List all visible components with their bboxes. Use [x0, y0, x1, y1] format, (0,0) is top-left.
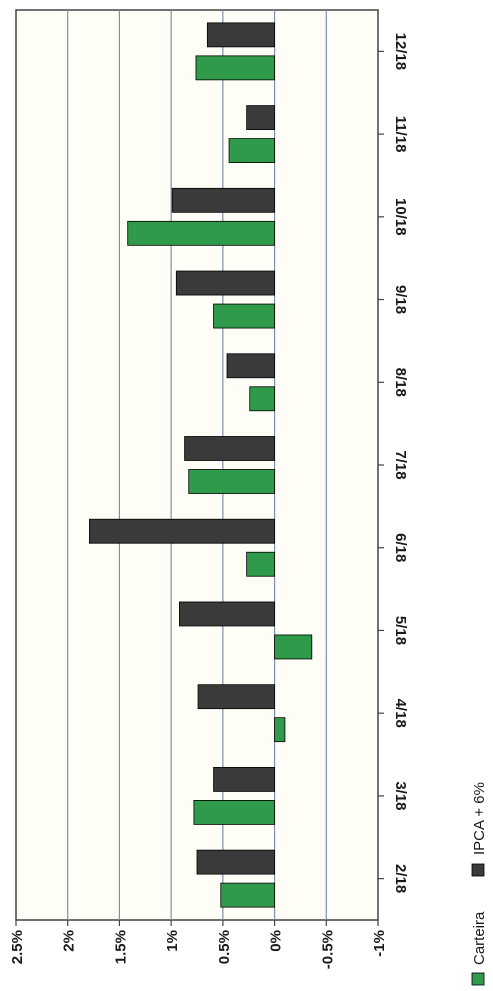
bar-ipca-6-2-18 — [196, 849, 275, 875]
category-tick-label: 5/18 — [392, 616, 409, 645]
bar-carteira-4-18 — [274, 717, 286, 743]
legend-item-carteira: Carteira — [471, 911, 488, 986]
bar-carteira-11-18 — [228, 138, 275, 163]
bar-carteira-5-18 — [274, 634, 313, 660]
category-tick-label: 2/18 — [392, 864, 409, 893]
value-tick-label: 1.5% — [112, 930, 129, 964]
bar-carteira-6-18 — [246, 551, 275, 577]
value-tick-label: -0.5% — [319, 930, 336, 969]
bar-ipca-6-3-18 — [213, 767, 275, 792]
plot-area — [15, 9, 379, 921]
value-tick-label: 2.5% — [9, 930, 26, 964]
value-tick-label: 2% — [61, 930, 78, 952]
bar-carteira-9-18 — [213, 303, 275, 329]
bar-ipca-6-10-18 — [171, 187, 275, 213]
category-tick-label: 3/18 — [392, 781, 409, 810]
bar-ipca-6-6-18 — [89, 518, 275, 544]
legend-label-ipca: IPCA + 6% — [471, 782, 488, 855]
bar-carteira-12-18 — [195, 55, 275, 81]
category-ticks: 2/18 3/18 4/18 5/18 6/18 7/18 8/18 9/18 10/18 11/… — [378, 33, 409, 893]
category-tick-label: 6/18 — [392, 533, 409, 562]
ipca-swatch — [471, 863, 485, 877]
legend-label-carteira: Carteira — [471, 911, 488, 965]
legend: Carteira IPCA + 6% — [471, 782, 488, 986]
bar-ipca-6-7-18 — [184, 436, 275, 461]
category-tick-label: 12/18 — [392, 33, 409, 71]
bar-carteira-2-18 — [220, 882, 275, 908]
bar-ipca-6-8-18 — [226, 353, 275, 379]
carteira-swatch — [471, 972, 485, 986]
bar-ipca-6-4-18 — [197, 684, 275, 710]
value-tick-label: 1% — [164, 930, 181, 952]
bars — [89, 22, 313, 908]
bar-carteira-8-18 — [249, 386, 275, 412]
bar-ipca-6-11-18 — [246, 105, 275, 130]
bar-ipca-6-9-18 — [175, 270, 275, 296]
category-tick-label: 10/18 — [392, 198, 409, 236]
bar-carteira-3-18 — [193, 800, 275, 825]
category-tick-label: 7/18 — [392, 450, 409, 479]
bar-carteira-7-18 — [188, 469, 275, 494]
value-tick-label: 0.5% — [216, 930, 233, 964]
category-tick-label: 4/18 — [392, 699, 409, 728]
value-tick-label: 0% — [268, 930, 285, 952]
category-tick-label: 8/18 — [392, 368, 409, 397]
bar-carteira-10-18 — [127, 220, 275, 246]
category-tick-label: 11/18 — [392, 116, 409, 153]
value-ticks: 2.5% 2% 1.5% 1% 0.5% 0% -0.5% -1% — [9, 920, 388, 969]
bar-ipca-6-12-18 — [206, 22, 275, 48]
legend-item-ipca: IPCA + 6% — [471, 782, 488, 877]
bar-ipca-6-5-18 — [179, 601, 275, 627]
category-tick-label: 9/18 — [392, 285, 409, 314]
value-tick-label: -1% — [371, 930, 388, 957]
